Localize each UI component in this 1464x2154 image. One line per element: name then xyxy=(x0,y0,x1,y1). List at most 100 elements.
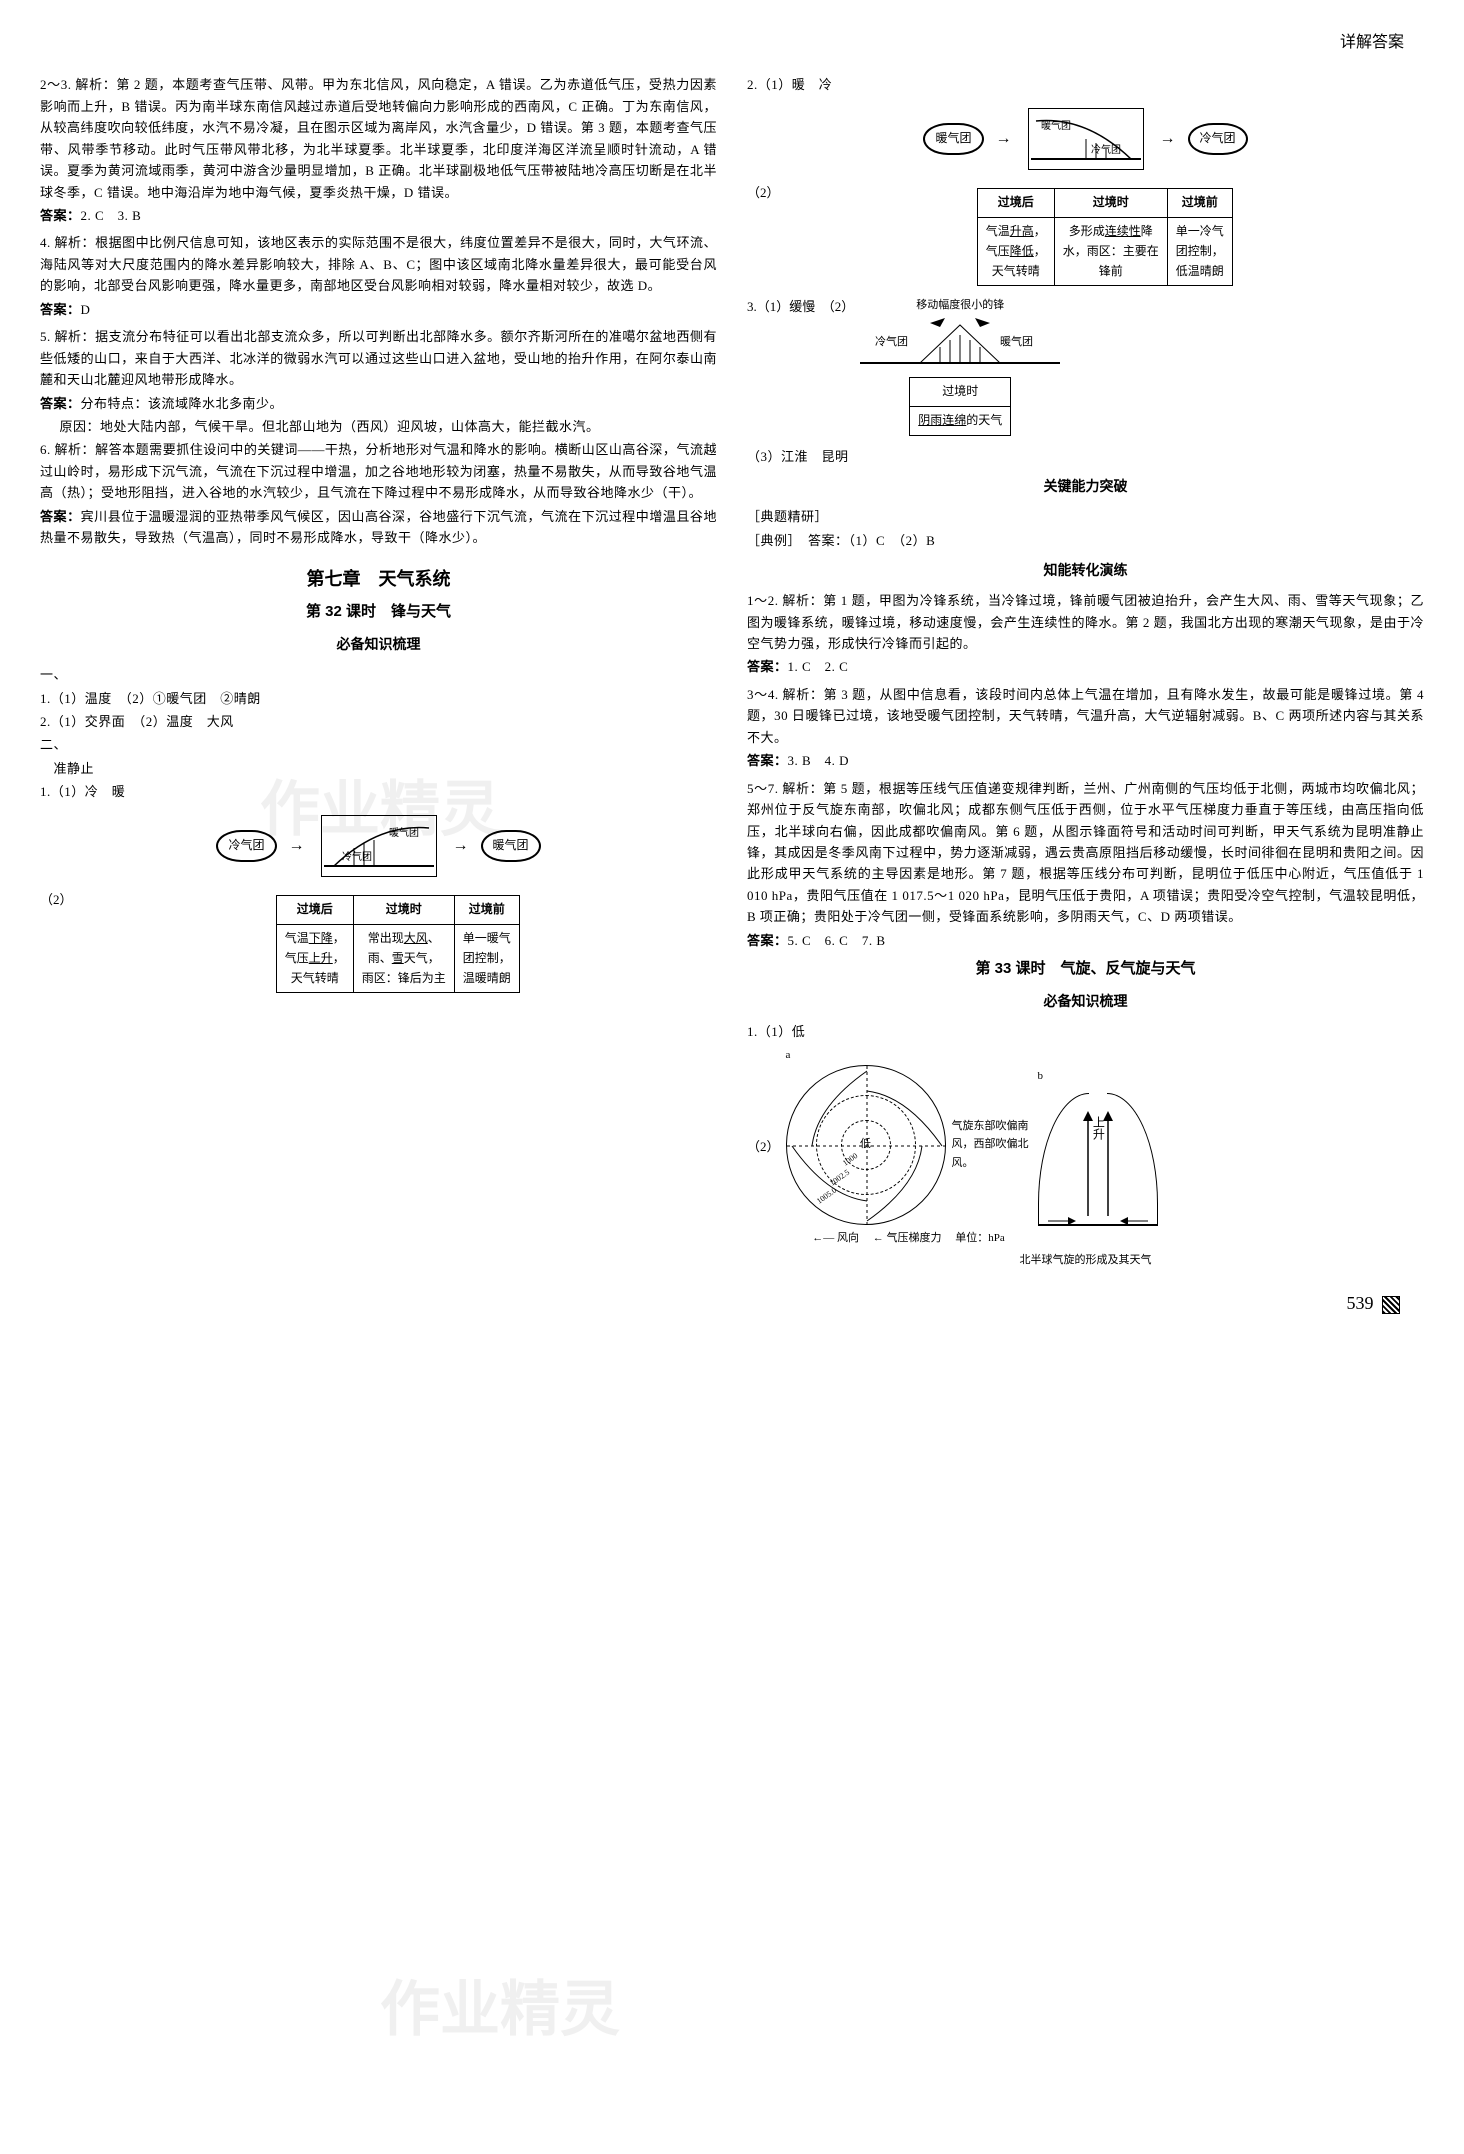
front-shape-icon: 暖气团 冷气团 xyxy=(321,815,437,877)
arrow-icon: → xyxy=(289,833,305,859)
t1c1: 气温下降， 气压上升， 天气转晴 xyxy=(276,924,353,992)
r12-text: 第 1 题，甲图为冷锋系统，当冷锋过境，锋前暖气团被迫抬升，会产生大风、雨、雪等… xyxy=(747,593,1424,651)
q6-answer: 答案：宾川县位于温暖湿润的亚热带季风气候区，因山高谷深，谷地盛行下沉气流，气流在… xyxy=(40,506,717,549)
r34-text: 第 3 题，从图中信息看，该段时间内总体上气温在增加，且有降水发生，故最可能是暖… xyxy=(747,687,1424,745)
q5-analysis: 5. 解析：据支流分布特征可以看出北部支流众多，所以可判断出北部降水多。额尔齐斯… xyxy=(40,326,717,390)
watermark-2: 作业精灵 xyxy=(380,1960,620,2059)
r57-text: 第 5 题，根据等压线气压值递变规律判断，兰州、广州南侧的气压均低于北侧，两城市… xyxy=(747,781,1424,925)
t2h1: 过境后 xyxy=(977,189,1054,218)
front-shape-icon-r: 暖气团 冷气团 xyxy=(1028,108,1144,170)
q5-ans-label: 答案： xyxy=(40,396,81,411)
arrow-icon-r2: → xyxy=(1160,126,1176,152)
part1-line3: 1.（1）冷 暖 xyxy=(40,781,717,802)
cyclone-text: 气旋东部吹偏南风，西部吹偏北风。 xyxy=(952,1117,1032,1171)
cyclone-legend: ←— 风向 ← 气压梯度力 单位：hPa xyxy=(786,1229,1032,1247)
q5-ans1: 分布特点：该流域降水北多南少。 xyxy=(81,396,284,411)
cyclone-diagram-a: a 低 1000 1002.5 1005.0 xyxy=(786,1046,1032,1246)
cold-front-table: 过境后 过境时 过境前 气温下降， 气压上升， 天气转晴 常出现大风、 雨、雪天… xyxy=(276,895,520,993)
two-column-layout: 2～3. 解析：第 2 题，本题考查气压带、风带。甲为东北信风，风向稳定，A 错… xyxy=(40,74,1424,1268)
cyclone-diagram-b: b 上升 xyxy=(1038,1067,1158,1225)
stationary-box: 过境时 阴雨连绵的天气 xyxy=(909,377,1011,436)
q5-answer-block: 答案：分布特点：该流域降水北多南少。 xyxy=(40,393,717,414)
t2c3a: 单一冷气 xyxy=(1176,224,1224,238)
q6-text: 解答本题需要抓住设问中的关键词——干热，分析地形对气温和降水的影响。横断山区山高… xyxy=(40,442,717,500)
q2-3-answer: 答案：2. C 3. B xyxy=(40,205,717,226)
part1-yi: 一、 xyxy=(40,664,717,685)
t1c3: 单一暖气 团控制， 温暖晴朗 xyxy=(454,924,519,992)
leg-wind: 风向 xyxy=(837,1232,859,1244)
qr-icon xyxy=(1382,1296,1400,1314)
section-knowledge-33: 必备知识梳理 xyxy=(747,990,1424,1013)
warm-mass-r: 暖气团 xyxy=(923,123,983,155)
dianli-ans: ［典例］ 答案：（1）C （2）B xyxy=(747,530,1424,551)
t2c3c: 低温晴朗 xyxy=(1176,264,1224,278)
t2c1: 气温升高， 气压降低， 天气转晴 xyxy=(977,218,1054,286)
q4-analysis: 4. 解析：根据图中比例尺信息可知，该地区表示的实际范围不是很大，纬度位置差异不… xyxy=(40,232,717,296)
stationary-svg: 冷气团 暖气团 xyxy=(860,315,1060,365)
t1c3b: 团控制， xyxy=(463,951,511,965)
r12-answer: 答案：1. C 2. C xyxy=(747,656,1424,677)
t1h1: 过境后 xyxy=(276,896,353,925)
t2c3b: 团控制， xyxy=(1176,244,1224,258)
sb-bottom: 阴雨连绵的天气 xyxy=(910,406,1011,435)
u-shenggao: 升高 xyxy=(1010,224,1034,238)
svg-text:暖气团: 暖气团 xyxy=(1000,334,1033,348)
left-column: 2～3. 解析：第 2 题，本题考查气压带、风带。甲为东北信风，风向稳定，A 错… xyxy=(40,74,717,1268)
q2-3-ans: 2. C 3. B xyxy=(81,208,142,223)
u-lxx: 连续性 xyxy=(1105,224,1141,238)
q2-3-ans-label: 答案： xyxy=(40,208,81,223)
svg-text:1002.5: 1002.5 xyxy=(828,1167,851,1187)
r12-analysis: 1～2. 解析：第 1 题，甲图为冷锋系统，当冷锋过境，锋前暖气团被迫抬升，会产… xyxy=(747,590,1424,654)
t2c2c: 锋前 xyxy=(1099,264,1123,278)
part1-er: 二、 xyxy=(40,734,717,755)
t1h2: 过境时 xyxy=(353,896,454,925)
page-number-text: 539 xyxy=(1347,1293,1374,1313)
q2-3-label: 2～3. 解析： xyxy=(40,77,116,92)
r12-a: 1. C 2. C xyxy=(788,659,849,674)
lesson-32-title: 第 32 课时 锋与天气 xyxy=(40,600,717,625)
q4-ans: D xyxy=(81,302,91,317)
r57-answer: 答案：5. C 6. C 7. B xyxy=(747,930,1424,951)
q6-analysis: 6. 解析：解答本题需要抓住设问中的关键词——干热，分析地形对气温和降水的影响。… xyxy=(40,439,717,503)
t1c3c: 温暖晴朗 xyxy=(463,971,511,985)
q2-3-analysis: 2～3. 解析：第 2 题，本题考查气压带、风带。甲为东北信风，风向稳定，A 错… xyxy=(40,74,717,203)
u-jiangdi: 降低 xyxy=(1010,244,1034,258)
warm-label-small: 暖气团 xyxy=(389,826,419,839)
sb-top: 过境时 xyxy=(910,378,1011,407)
cold-front-diagram: 冷气团 → 暖气团 冷气团 → 暖气团 xyxy=(40,811,717,881)
q5-label: 5. 解析： xyxy=(40,329,95,344)
cyclone-q2label: （2） xyxy=(747,1136,780,1157)
t2h2: 过境时 xyxy=(1054,189,1167,218)
u-xiajiang: 下降 xyxy=(309,931,333,945)
zhineng-title: 知能转化演练 xyxy=(747,559,1424,582)
cyclone-circle-icon: 低 1000 1002.5 1005.0 xyxy=(786,1065,946,1225)
right-column: 2.（1）暖 冷 暖气团 → 暖气团 冷气团 → 冷气团 （2） xyxy=(747,74,1424,1268)
q2-3-text: 第 2 题，本题考查气压带、风带。甲为东北信风，风向稳定，A 错误。乙为赤道低气… xyxy=(40,77,717,199)
cyclone-row: （2） a 低 1000 1002.5 1005.0 xyxy=(747,1046,1424,1246)
r34-analysis: 3～4. 解析：第 3 题，从图中信息看，该段时间内总体上气温在增加，且有降水发… xyxy=(747,684,1424,748)
t1c2: 常出现大风、 雨、雪天气， 雨区：锋后为主 xyxy=(353,924,454,992)
u-dafeng: 大风 xyxy=(404,931,428,945)
r34-label: 3～4. 解析： xyxy=(747,687,824,702)
r57-a: 5. C 6. C 7. B xyxy=(788,933,886,948)
q5-ans2: 原因：地处大陆内部，气候干旱。但北部山地为（西风）迎风坡，山体高大，能拦截水汽。 xyxy=(40,416,717,437)
svg-text:冷气团: 冷气团 xyxy=(875,334,908,348)
t2c2: 多形成连续性降 水，雨区：主要在 锋前 xyxy=(1054,218,1167,286)
t1h3: 过境前 xyxy=(454,896,519,925)
u-xue: 雪 xyxy=(392,951,404,965)
label-a: a xyxy=(786,1046,1032,1064)
chapter-7-title: 第七章 天气系统 xyxy=(40,565,717,595)
part1-zhunjingzhi: 准静止 xyxy=(40,758,717,779)
q31-label: 3.（1）缓慢 （2） xyxy=(747,296,854,317)
svg-text:暖气团: 暖气团 xyxy=(1041,119,1071,132)
t1c2c: 雨区：锋后为主 xyxy=(362,971,446,985)
table1-q2label: （2） xyxy=(40,889,73,910)
q6-ans: 宾川县位于温暖湿润的亚热带季风气候区，因山高谷深，谷地盛行下沉气流，气流在下沉过… xyxy=(40,509,717,545)
warm-mass: 暖气团 xyxy=(481,830,541,862)
table2-row: （2） 过境后 过境时 过境前 气温升高， 气压降低， 天气转晴 多形成连续性降… xyxy=(747,182,1424,292)
dianli-label: ［典题精研］ xyxy=(747,506,1424,527)
part1-line2: 2.（1）交界面 （2）温度 大风 xyxy=(40,711,717,732)
arrow-icon-2: → xyxy=(453,833,469,859)
section-ability: 关键能力突破 xyxy=(747,475,1424,498)
warm-front-table: 过境后 过境时 过境前 气温升高， 气压降低， 天气转晴 多形成连续性降 水，雨… xyxy=(977,188,1233,286)
